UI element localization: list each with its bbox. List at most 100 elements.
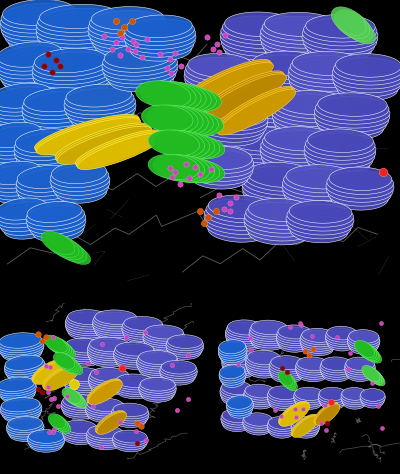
Ellipse shape [246,202,315,226]
Ellipse shape [296,396,322,410]
Ellipse shape [63,345,105,360]
Ellipse shape [147,105,198,133]
Ellipse shape [208,195,274,219]
Ellipse shape [0,87,55,112]
Ellipse shape [104,60,177,84]
Ellipse shape [114,348,155,363]
Ellipse shape [228,336,262,350]
Ellipse shape [291,75,364,99]
Ellipse shape [88,380,122,404]
Ellipse shape [262,130,339,155]
Ellipse shape [43,366,78,390]
Ellipse shape [286,165,356,189]
Ellipse shape [0,177,45,200]
Ellipse shape [278,325,311,339]
Ellipse shape [248,364,278,378]
Ellipse shape [314,105,390,128]
Ellipse shape [208,219,269,242]
Ellipse shape [291,419,320,431]
Ellipse shape [341,390,368,402]
Ellipse shape [221,411,252,425]
Ellipse shape [315,109,388,132]
Ellipse shape [36,12,123,36]
Ellipse shape [329,167,392,191]
Ellipse shape [190,165,248,189]
Ellipse shape [124,27,196,49]
Ellipse shape [33,64,112,89]
Ellipse shape [222,416,250,429]
Ellipse shape [362,346,382,363]
Ellipse shape [222,130,299,155]
Ellipse shape [0,146,46,170]
Ellipse shape [248,67,327,91]
Ellipse shape [88,18,168,42]
Ellipse shape [326,175,394,199]
Ellipse shape [92,30,165,54]
Ellipse shape [185,69,254,93]
Ellipse shape [143,334,184,348]
Ellipse shape [220,371,246,385]
Ellipse shape [62,388,81,403]
Ellipse shape [146,82,201,110]
Ellipse shape [196,106,268,131]
Ellipse shape [56,125,151,163]
Ellipse shape [62,403,97,417]
Ellipse shape [225,127,297,151]
Ellipse shape [260,138,340,163]
Ellipse shape [321,357,352,371]
Ellipse shape [304,141,376,164]
Ellipse shape [0,337,44,353]
Ellipse shape [283,181,356,205]
Ellipse shape [151,82,206,111]
Ellipse shape [156,83,211,112]
Ellipse shape [161,360,196,374]
Ellipse shape [34,48,107,73]
Ellipse shape [294,392,324,405]
Ellipse shape [0,161,42,184]
Ellipse shape [234,94,311,119]
Ellipse shape [122,325,163,339]
Ellipse shape [148,130,200,156]
Ellipse shape [53,177,108,200]
Ellipse shape [7,366,45,381]
Ellipse shape [88,372,130,386]
Ellipse shape [62,425,98,438]
Ellipse shape [32,359,72,383]
Ellipse shape [276,91,349,115]
Ellipse shape [95,310,137,325]
Ellipse shape [136,81,191,108]
Ellipse shape [0,7,79,33]
Ellipse shape [64,376,104,391]
Ellipse shape [48,338,72,356]
Ellipse shape [0,173,46,196]
Ellipse shape [32,56,111,81]
Ellipse shape [125,19,194,42]
Ellipse shape [146,338,181,352]
Ellipse shape [218,346,247,360]
Ellipse shape [309,153,370,176]
Ellipse shape [232,106,311,131]
Ellipse shape [272,106,351,130]
Ellipse shape [252,336,286,350]
Ellipse shape [137,355,178,369]
Ellipse shape [93,314,138,329]
Ellipse shape [220,383,252,397]
Ellipse shape [2,0,75,25]
Ellipse shape [221,351,246,365]
Ellipse shape [245,357,282,372]
Ellipse shape [1,3,77,29]
Ellipse shape [48,414,66,428]
Ellipse shape [301,339,334,354]
Ellipse shape [16,169,78,192]
Ellipse shape [280,403,310,427]
Ellipse shape [36,20,124,44]
Ellipse shape [222,355,258,369]
Ellipse shape [314,402,338,424]
Ellipse shape [219,340,246,354]
Ellipse shape [158,155,210,182]
Ellipse shape [116,356,152,369]
Ellipse shape [23,103,98,128]
Ellipse shape [245,214,314,237]
Ellipse shape [218,342,246,356]
Ellipse shape [222,16,299,41]
